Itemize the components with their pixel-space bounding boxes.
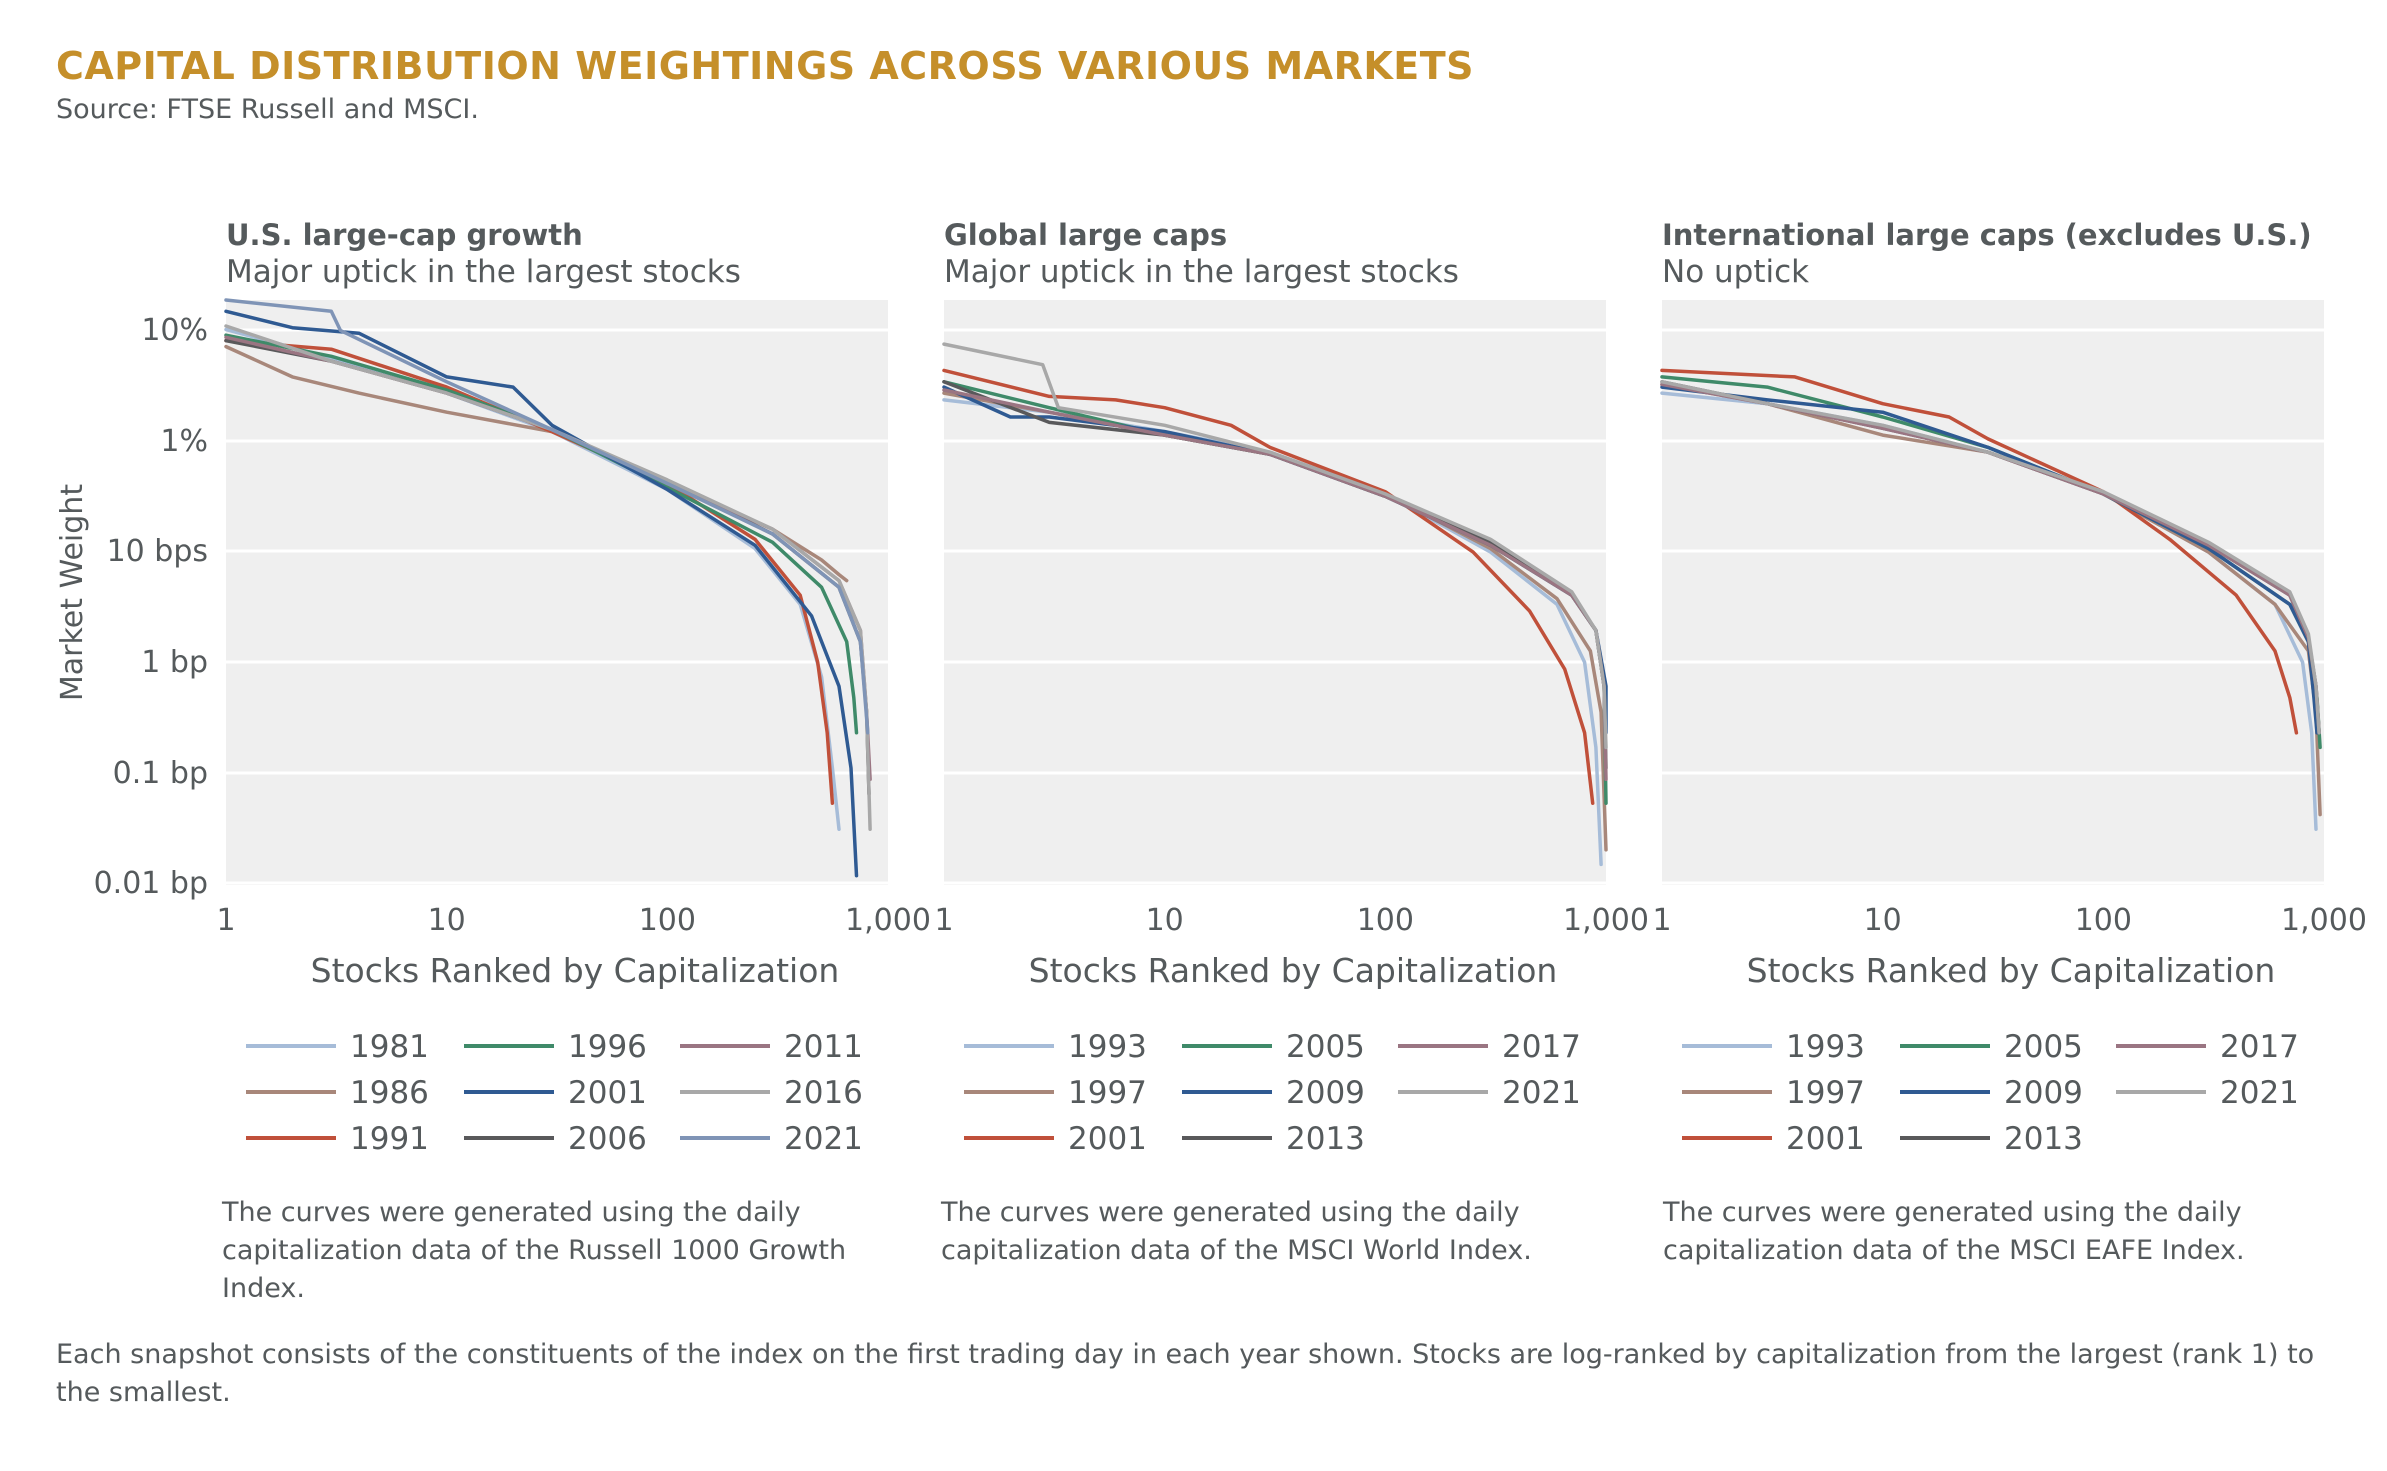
page-title: CAPITAL DISTRIBUTION WEIGHTINGS ACROSS V… — [56, 44, 1475, 88]
x-axis-label: Stocks Ranked by Capitalization — [1029, 951, 1558, 990]
panel-title: U.S. large-cap growth — [226, 218, 583, 252]
plot-area — [226, 300, 888, 885]
legend-label: 1993 — [1068, 1029, 1147, 1065]
legend-label: 2021 — [1502, 1075, 1581, 1111]
x-tick-label: 1,000 — [2281, 903, 2367, 938]
source-note: Source: FTSE Russell and MSCI. — [56, 94, 479, 125]
x-tick-label: 100 — [639, 903, 696, 938]
legend-label: 2016 — [784, 1075, 863, 1111]
legend-label: 1997 — [1068, 1075, 1147, 1111]
x-tick-label: 10 — [1864, 903, 1902, 938]
legend-label: 1996 — [568, 1029, 647, 1065]
panel-subtitle: No uptick — [1662, 254, 1809, 290]
legend-label: 2013 — [2004, 1121, 2083, 1157]
legend-label: 1991 — [350, 1121, 429, 1157]
y-tick-label: 10% — [141, 313, 208, 348]
legend-label: 2005 — [1286, 1029, 1365, 1065]
x-tick-label: 1 — [216, 903, 235, 938]
series-line-2021 — [1660, 380, 2321, 735]
legend-label: 2001 — [1068, 1121, 1147, 1157]
plot-area — [1662, 300, 2324, 885]
chart-caption-1: The curves were generated using the dail… — [222, 1197, 847, 1304]
footnote: Each snapshot consists of the constituen… — [56, 1339, 2315, 1408]
y-axis-label: Market Weight — [55, 484, 90, 701]
legend-label: 2005 — [2004, 1029, 2083, 1065]
legend-label: 1997 — [1786, 1075, 1865, 1111]
chart-caption-3: The curves were generated using the dail… — [1663, 1197, 2245, 1266]
panel-title: International large caps (excludes U.S.) — [1662, 218, 2312, 252]
panel-subtitle: Major uptick in the largest stocks — [944, 254, 1459, 290]
legend-label: 2017 — [1502, 1029, 1581, 1065]
y-tick-label: 10 bps — [107, 534, 208, 569]
legend-label: 2006 — [568, 1121, 647, 1157]
plot-area — [944, 300, 1606, 885]
legend-label: 1986 — [350, 1075, 429, 1111]
series-line-2021 — [224, 298, 870, 735]
series-line-2021 — [942, 342, 1608, 750]
legend-label: 2009 — [1286, 1075, 1365, 1111]
panel-title: Global large caps — [944, 218, 1227, 252]
legend-label: 2001 — [1786, 1121, 1865, 1157]
x-tick-label: 10 — [428, 903, 466, 938]
y-tick-label: 1% — [160, 424, 208, 459]
x-tick-label: 100 — [2075, 903, 2132, 938]
x-tick-label: 100 — [1357, 903, 1414, 938]
legend-label: 2001 — [568, 1075, 647, 1111]
legend-label: 2021 — [2220, 1075, 2299, 1111]
legend-label: 1993 — [1786, 1029, 1865, 1065]
y-tick-label: 0.01 bp — [94, 866, 208, 901]
x-tick-label: 1,000 — [845, 903, 931, 938]
series-line-1996 — [224, 333, 859, 735]
x-axis-label: Stocks Ranked by Capitalization — [1747, 951, 2276, 990]
y-tick-label: 0.1 bp — [113, 756, 208, 791]
x-tick-label: 1 — [934, 903, 953, 938]
series-line-2001 — [942, 368, 1595, 805]
x-tick-label: 1 — [1652, 903, 1671, 938]
chart-panel-3: International large caps (excludes U.S.)… — [1652, 218, 2366, 1157]
x-axis-label: Stocks Ranked by Capitalization — [311, 951, 840, 990]
legend-label: 1981 — [350, 1029, 429, 1065]
legend-label: 2013 — [1286, 1121, 1365, 1157]
chart-caption-2: The curves were generated using the dail… — [941, 1197, 1532, 1266]
x-tick-label: 1,000 — [1563, 903, 1649, 938]
legend-label: 2009 — [2004, 1075, 2083, 1111]
x-tick-label: 10 — [1146, 903, 1184, 938]
panel-subtitle: Major uptick in the largest stocks — [226, 254, 741, 290]
y-tick-label: 1 bp — [141, 645, 208, 680]
legend-label: 2011 — [784, 1029, 863, 1065]
legend-label: 2021 — [784, 1121, 863, 1157]
legend-label: 2017 — [2220, 1029, 2299, 1065]
